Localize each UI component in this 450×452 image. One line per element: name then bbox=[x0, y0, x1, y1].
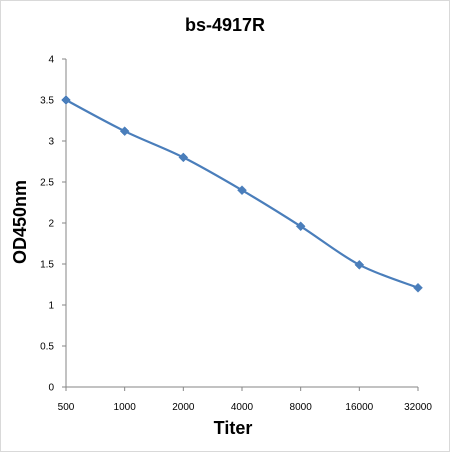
data-point-marker bbox=[237, 185, 247, 196]
x-tick-label: 8000 bbox=[290, 402, 313, 413]
chart-title: bs-4917R bbox=[185, 15, 265, 35]
data-point-marker bbox=[61, 95, 71, 105]
data-point-marker bbox=[295, 221, 306, 232]
y-axis-title: OD450nm bbox=[10, 180, 30, 264]
y-axis-ticks: 0 0.5 1 1.5 2 2.5 3 3.5 4 bbox=[40, 55, 66, 394]
y-tick-label: 1.5 bbox=[40, 260, 54, 271]
x-axis-title: Titer bbox=[214, 418, 253, 438]
y-tick-label: 0.5 bbox=[40, 342, 54, 353]
y-tick-label: 3 bbox=[48, 137, 54, 148]
x-tick-label: 4000 bbox=[231, 402, 254, 413]
y-tick-label: 2 bbox=[48, 219, 54, 230]
series-group bbox=[61, 95, 423, 293]
y-tick-label: 0 bbox=[48, 383, 54, 394]
x-tick-label: 2000 bbox=[172, 402, 195, 413]
data-point-marker bbox=[413, 282, 423, 293]
data-point-marker bbox=[178, 152, 189, 163]
y-tick-label: 1 bbox=[48, 301, 54, 312]
x-tick-label: 500 bbox=[58, 402, 75, 413]
data-point-marker bbox=[354, 259, 365, 270]
y-tick-label: 4 bbox=[48, 55, 54, 66]
x-tick-label: 16000 bbox=[345, 402, 373, 413]
x-tick-label: 1000 bbox=[114, 402, 137, 413]
y-tick-label: 2.5 bbox=[40, 178, 54, 189]
y-tick-label: 3.5 bbox=[40, 96, 54, 107]
x-axis-ticks: 500 1000 2000 4000 8000 16000 32000 bbox=[58, 387, 432, 413]
data-point-marker bbox=[119, 126, 130, 137]
x-tick-label: 32000 bbox=[404, 402, 432, 413]
